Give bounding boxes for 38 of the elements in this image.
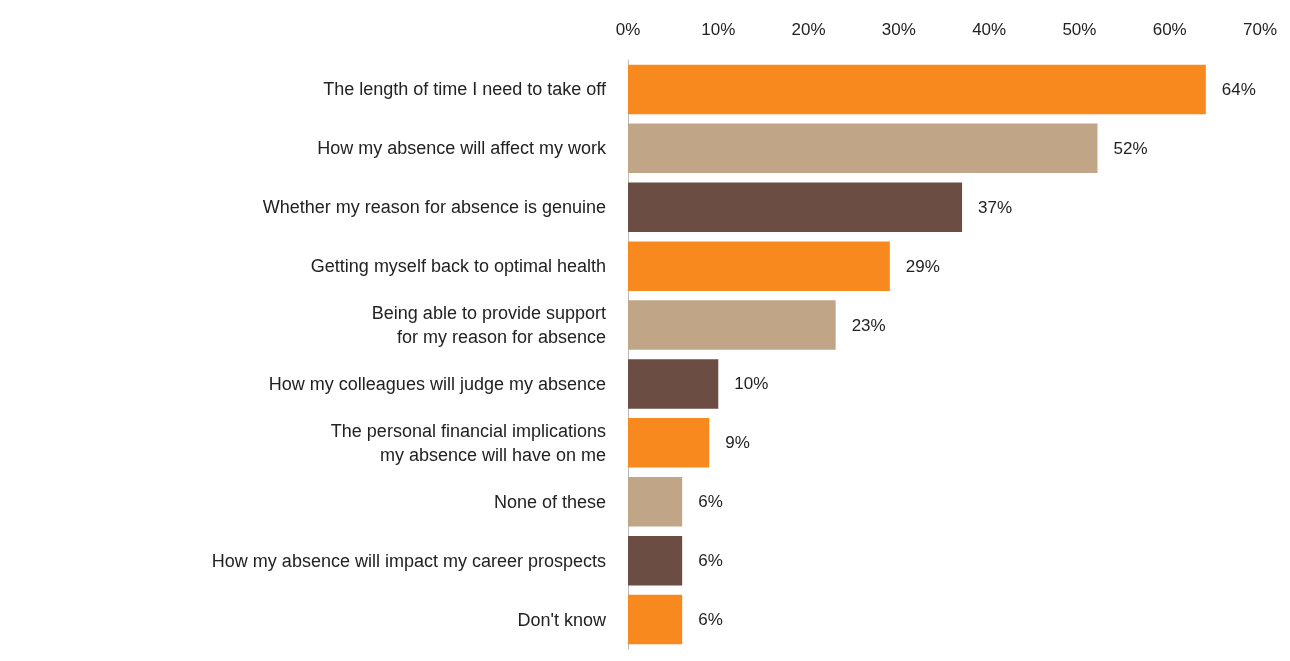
x-tick-label: 70%: [1242, 20, 1278, 39]
bar: [628, 182, 963, 232]
y-tick-label: How my absence will impact my career prospects: [211, 550, 606, 571]
x-tick-label: 50%: [1062, 20, 1097, 39]
y-tick-label: The personal financial implications my absence will have on me: [330, 420, 606, 465]
bar: [628, 359, 719, 409]
bar: [628, 418, 710, 468]
y-tick-label: Being able to provide support for my reason for absence: [371, 303, 606, 348]
x-tick-label: 0%: [615, 20, 641, 39]
bar: [628, 477, 683, 527]
x-tick-label: 60%: [1152, 20, 1187, 39]
y-tick-label: Don't know: [517, 609, 607, 630]
data-label: 23%: [851, 315, 886, 335]
y-tick-label: How my colleagues will judge my absence: [268, 373, 606, 394]
data-label: 6%: [698, 610, 723, 630]
x-tick-label: 40%: [972, 20, 1007, 39]
data-label: 9%: [725, 433, 750, 453]
data-label: 29%: [905, 256, 940, 276]
y-tick-label: How my absence will affect my work: [317, 138, 607, 159]
data-label: 64%: [1221, 79, 1256, 99]
data-label: 6%: [698, 551, 723, 571]
x-tick-label: 20%: [791, 20, 826, 39]
data-label: 10%: [734, 374, 769, 394]
x-tick-label: 10%: [701, 20, 736, 39]
y-tick-label: None of these: [493, 491, 606, 512]
data-label: 52%: [1113, 138, 1148, 158]
bar: [628, 241, 890, 291]
bar: [628, 535, 683, 586]
y-tick-label: Getting myself back to optimal health: [310, 256, 606, 277]
data-label: 37%: [978, 197, 1013, 217]
bar: [628, 64, 1206, 115]
data-label: 6%: [698, 492, 723, 512]
x-tick-label: 30%: [881, 20, 916, 39]
y-tick-label: The length of time I need to take off: [323, 79, 607, 100]
y-tick-label: Whether my reason for absence is genuine: [262, 197, 606, 218]
bar: [628, 123, 1098, 174]
bar: [628, 300, 836, 350]
bar: [628, 594, 683, 645]
